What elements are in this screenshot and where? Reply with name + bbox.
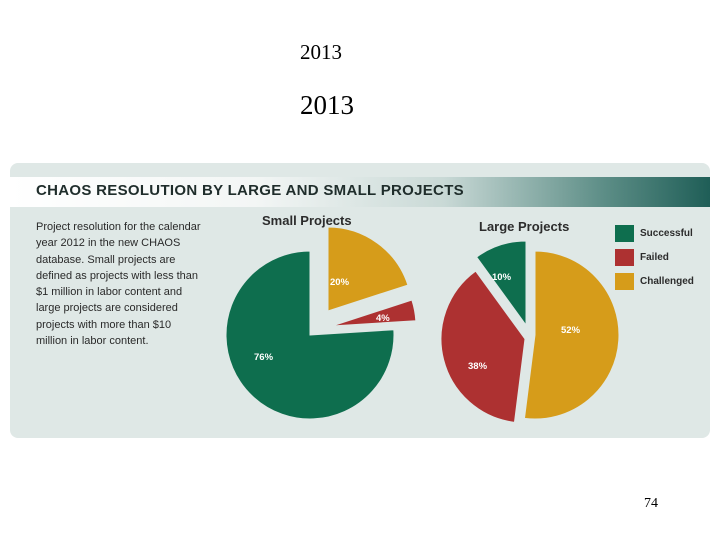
panel-title: CHAOS RESOLUTION BY LARGE AND SMALL PROJ… <box>36 182 464 199</box>
data-label-large-successful: 10% <box>492 272 512 283</box>
legend-swatch-successful <box>615 225 634 242</box>
data-label-large-challenged: 52% <box>561 325 581 336</box>
data-label-small-failed: 4% <box>376 313 390 324</box>
pie-slice-small-failed <box>331 299 417 327</box>
legend-swatch-failed <box>615 249 634 266</box>
legend-label-challenged: Challenged <box>640 276 694 287</box>
pie-slice-large-failed <box>440 270 526 423</box>
legend-swatch-challenged <box>615 273 634 290</box>
pie-slice-large-challenged <box>523 250 620 420</box>
slide-title-main: 2013 <box>300 90 354 120</box>
pie-slice-small-successful <box>225 250 395 420</box>
pie-title-large: Large Projects <box>479 219 569 234</box>
slide-title-top: 2013 <box>300 40 342 64</box>
data-label-small-challenged: 20% <box>330 277 350 288</box>
page-number: 74 <box>644 496 658 511</box>
pie-slice-small-challenged <box>327 226 409 312</box>
data-label-small-successful: 76% <box>254 352 274 363</box>
pie-slice-large-successful <box>475 240 527 327</box>
pie-title-small: Small Projects <box>262 213 352 228</box>
legend-label-failed: Failed <box>640 252 669 263</box>
data-label-large-failed: 38% <box>468 361 488 372</box>
chaos-chart-panel: CHAOS RESOLUTION BY LARGE AND SMALL PROJ… <box>10 163 710 438</box>
chart-description: Project resolution for the calendar year… <box>36 221 201 348</box>
legend-label-successful: Successful <box>640 228 693 239</box>
panel-header: CHAOS RESOLUTION BY LARGE AND SMALL PROJ… <box>10 177 710 207</box>
pie-charts: Small Projects 76% 4% 20% Large Projects 10% 3… <box>225 213 620 423</box>
